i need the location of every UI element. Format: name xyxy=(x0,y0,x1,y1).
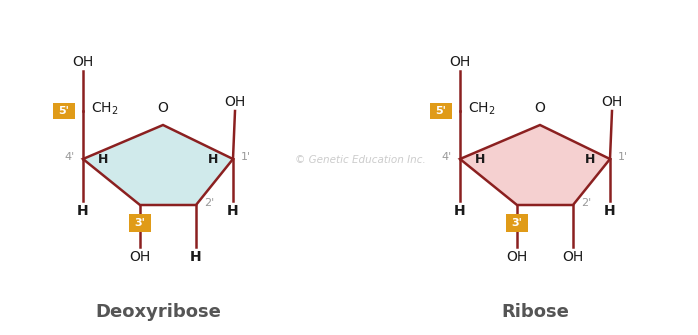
Text: 3': 3' xyxy=(512,218,522,228)
Text: H: H xyxy=(585,152,595,165)
Text: 5': 5' xyxy=(436,106,447,116)
Text: H: H xyxy=(77,204,89,218)
Text: 4': 4' xyxy=(442,152,452,162)
Polygon shape xyxy=(83,125,233,205)
Text: CH$_2$: CH$_2$ xyxy=(91,101,119,117)
Text: O: O xyxy=(158,101,168,115)
Text: H: H xyxy=(208,152,218,165)
Text: H: H xyxy=(190,250,202,264)
Text: H: H xyxy=(454,204,466,218)
Text: 2': 2' xyxy=(204,198,214,208)
FancyBboxPatch shape xyxy=(129,214,151,232)
Text: Ribose: Ribose xyxy=(501,303,569,321)
Polygon shape xyxy=(460,125,610,205)
Text: 5': 5' xyxy=(59,106,69,116)
Text: OH: OH xyxy=(602,95,623,109)
FancyBboxPatch shape xyxy=(506,214,528,232)
Text: OH: OH xyxy=(129,250,151,264)
FancyBboxPatch shape xyxy=(53,103,75,119)
Text: Deoxyribose: Deoxyribose xyxy=(95,303,221,321)
Text: OH: OH xyxy=(450,55,470,69)
Text: 3': 3' xyxy=(135,218,145,228)
Text: H: H xyxy=(98,152,108,165)
Text: H: H xyxy=(475,152,485,165)
Text: OH: OH xyxy=(73,55,94,69)
Text: © Genetic Education Inc.: © Genetic Education Inc. xyxy=(295,155,425,165)
Text: CH$_2$: CH$_2$ xyxy=(468,101,496,117)
Text: OH: OH xyxy=(506,250,528,264)
Text: H: H xyxy=(604,204,616,218)
Text: 1': 1' xyxy=(241,152,251,162)
Text: 4': 4' xyxy=(65,152,75,162)
Text: O: O xyxy=(535,101,545,115)
Text: 1': 1' xyxy=(618,152,628,162)
Text: OH: OH xyxy=(563,250,584,264)
FancyBboxPatch shape xyxy=(430,103,452,119)
Text: OH: OH xyxy=(224,95,246,109)
Text: 2': 2' xyxy=(581,198,591,208)
Text: H: H xyxy=(227,204,239,218)
